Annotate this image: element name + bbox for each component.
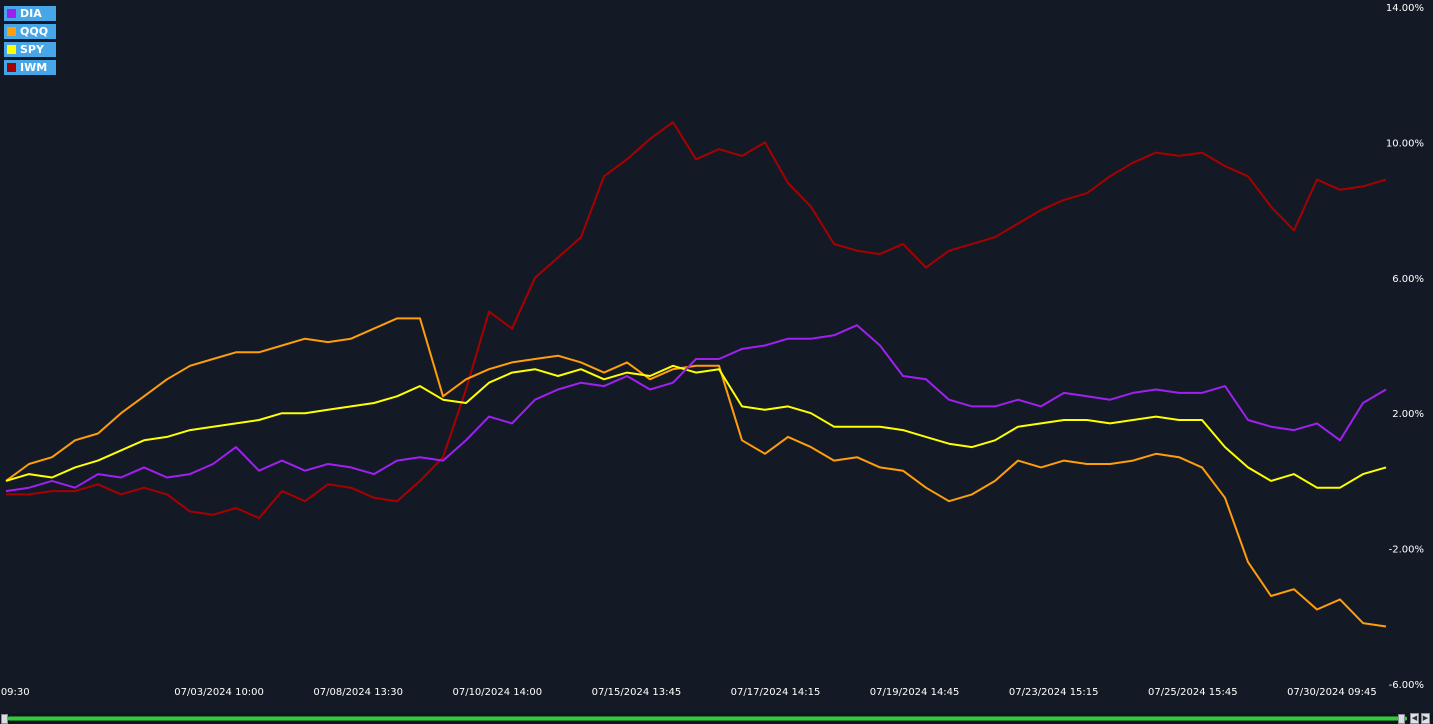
scroll-track[interactable] bbox=[8, 716, 1407, 721]
x-tick-label: 07/01/2024 09:30 bbox=[0, 687, 30, 698]
spy-swatch-icon bbox=[7, 45, 16, 54]
scroll-track-fill bbox=[8, 717, 1407, 720]
series-line-qqq bbox=[5, 317, 1387, 628]
legend-item-iwm[interactable]: IWM bbox=[4, 60, 56, 75]
scroll-left-arrow-icon[interactable]: ◀ bbox=[1410, 713, 1419, 724]
x-axis: 07/01/2024 09:30 07/03/2024 10:00 07/08/20… bbox=[0, 687, 1377, 698]
scroll-right-arrow-icon[interactable]: ▶ bbox=[1421, 713, 1430, 724]
y-tick-label: 14.00% bbox=[1386, 3, 1424, 14]
scroll-right-handle[interactable] bbox=[1398, 714, 1405, 724]
y-tick-label: -2.00% bbox=[1389, 545, 1424, 556]
qqq-swatch-icon bbox=[7, 27, 16, 36]
legend-label: IWM bbox=[20, 61, 48, 74]
legend-item-dia[interactable]: DIA bbox=[4, 6, 56, 21]
x-tick-label: 07/23/2024 15:15 bbox=[1009, 687, 1099, 698]
time-scrollbar[interactable]: ◀ ▶ bbox=[0, 713, 1433, 724]
x-tick-label: 07/25/2024 15:45 bbox=[1148, 687, 1238, 698]
y-tick-label: -6.00% bbox=[1389, 680, 1424, 691]
series-layer bbox=[5, 121, 1387, 628]
series-line-dia bbox=[5, 324, 1387, 493]
legend-item-qqq[interactable]: QQQ bbox=[4, 24, 56, 39]
legend-label: SPY bbox=[20, 43, 44, 56]
x-tick-label: 07/03/2024 10:00 bbox=[174, 687, 264, 698]
legend: DIA QQQ SPY IWM bbox=[4, 6, 56, 75]
iwm-swatch-icon bbox=[7, 63, 16, 72]
series-line-spy bbox=[5, 364, 1387, 489]
legend-item-spy[interactable]: SPY bbox=[4, 42, 56, 57]
y-axis: -6.00% -2.00% 2.00% 6.00% 10.00% 14.00% bbox=[1386, 3, 1424, 691]
x-tick-label: 07/15/2024 13:45 bbox=[592, 687, 682, 698]
series-line-iwm bbox=[6, 121, 1387, 520]
x-tick-label: 07/19/2024 14:45 bbox=[870, 687, 960, 698]
y-tick-label: 10.00% bbox=[1386, 138, 1424, 149]
scroll-left-handle[interactable] bbox=[1, 714, 8, 724]
x-tick-label: 07/10/2024 14:00 bbox=[452, 687, 542, 698]
legend-label: QQQ bbox=[20, 25, 49, 38]
legend-label: DIA bbox=[20, 7, 42, 20]
y-tick-label: 2.00% bbox=[1392, 409, 1424, 420]
y-tick-label: 6.00% bbox=[1392, 274, 1424, 285]
x-tick-label: 07/08/2024 13:30 bbox=[313, 687, 403, 698]
dia-swatch-icon bbox=[7, 9, 16, 18]
x-tick-label: 07/17/2024 14:15 bbox=[731, 687, 821, 698]
x-tick-label: 07/30/2024 09:45 bbox=[1287, 687, 1377, 698]
